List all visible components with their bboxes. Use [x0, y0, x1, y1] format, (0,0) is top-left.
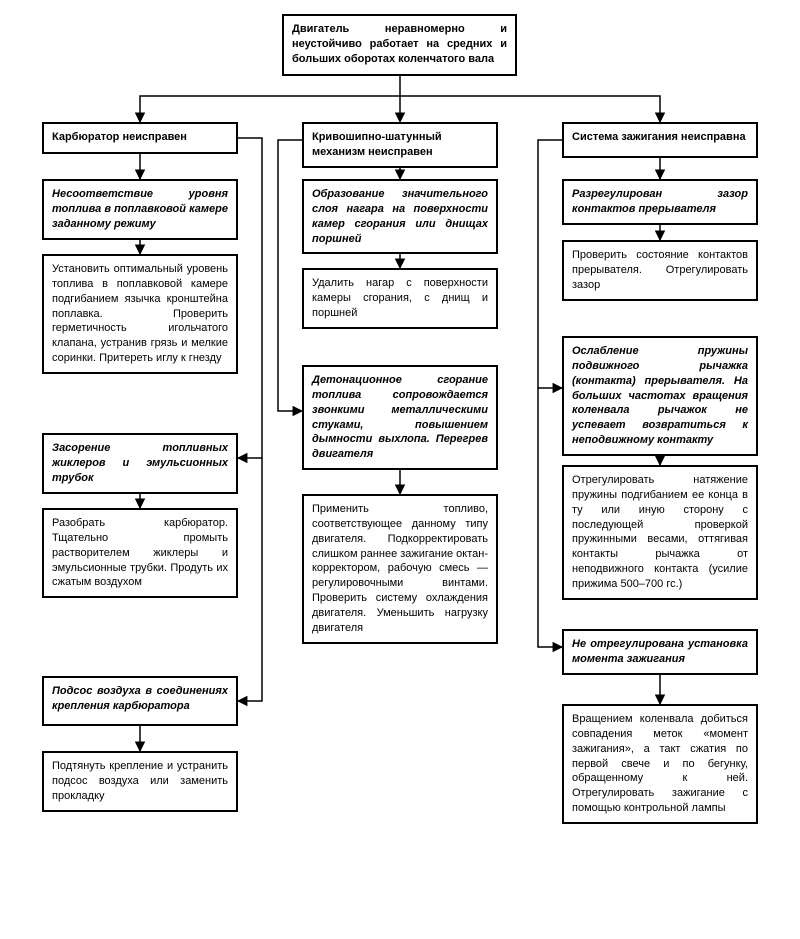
node-a6: Подтянуть крепление и устранить подсос в…: [42, 751, 238, 812]
node-b2: Удалить нагар с поверхности камеры сгора…: [302, 268, 498, 329]
edge-root-c0: [400, 96, 660, 122]
flowchart-canvas: Двигатель неравномерно и неустойчиво раб…: [0, 0, 800, 939]
node-c0: Система зажигания неисправна: [562, 122, 758, 158]
edge-b0-b3-b3: [278, 140, 302, 411]
edge-root-a0: [140, 96, 400, 122]
node-a5: Подсос воздуха в соединениях крепления к…: [42, 676, 238, 726]
node-b1: Образование значительного слоя нагара на…: [302, 179, 498, 254]
edge-a0-a5-a5: [238, 458, 262, 701]
node-c3: Ослабление пружины подвижного рычажка (к…: [562, 336, 758, 456]
node-a0: Карбюратор неисправен: [42, 122, 238, 154]
node-c5: Не отрегулирована установка момента зажи…: [562, 629, 758, 675]
node-b3: Детонационное сгорание топлива сопровожд…: [302, 365, 498, 470]
node-a2: Установить оптимальный уровень топлива в…: [42, 254, 238, 374]
node-b4: Применить топливо, соответствующее данно…: [302, 494, 498, 644]
node-root: Двигатель неравномерно и неустойчиво раб…: [282, 14, 517, 76]
node-c4: Отрегулировать натяжение пружины подгиба…: [562, 465, 758, 600]
node-c1: Разрегулирован зазор контактов прерывате…: [562, 179, 758, 225]
node-c2: Проверить состояние контактов прерывател…: [562, 240, 758, 301]
node-a4: Разобрать карбюратор. Тщательно промыть …: [42, 508, 238, 598]
edge-a0-a3-a3: [238, 138, 262, 458]
edge-c0-c5-c5: [538, 388, 562, 647]
node-a1: Несоответствие уровня топлива в поплавко…: [42, 179, 238, 240]
node-c6: Вращением коленвала добиться совпадения …: [562, 704, 758, 824]
node-b0: Кривошипно-шатунный механизм неисправен: [302, 122, 498, 168]
node-a3: Засорение топливных жиклеров и эмульсион…: [42, 433, 238, 494]
edge-c0-c3-c3: [538, 140, 562, 388]
